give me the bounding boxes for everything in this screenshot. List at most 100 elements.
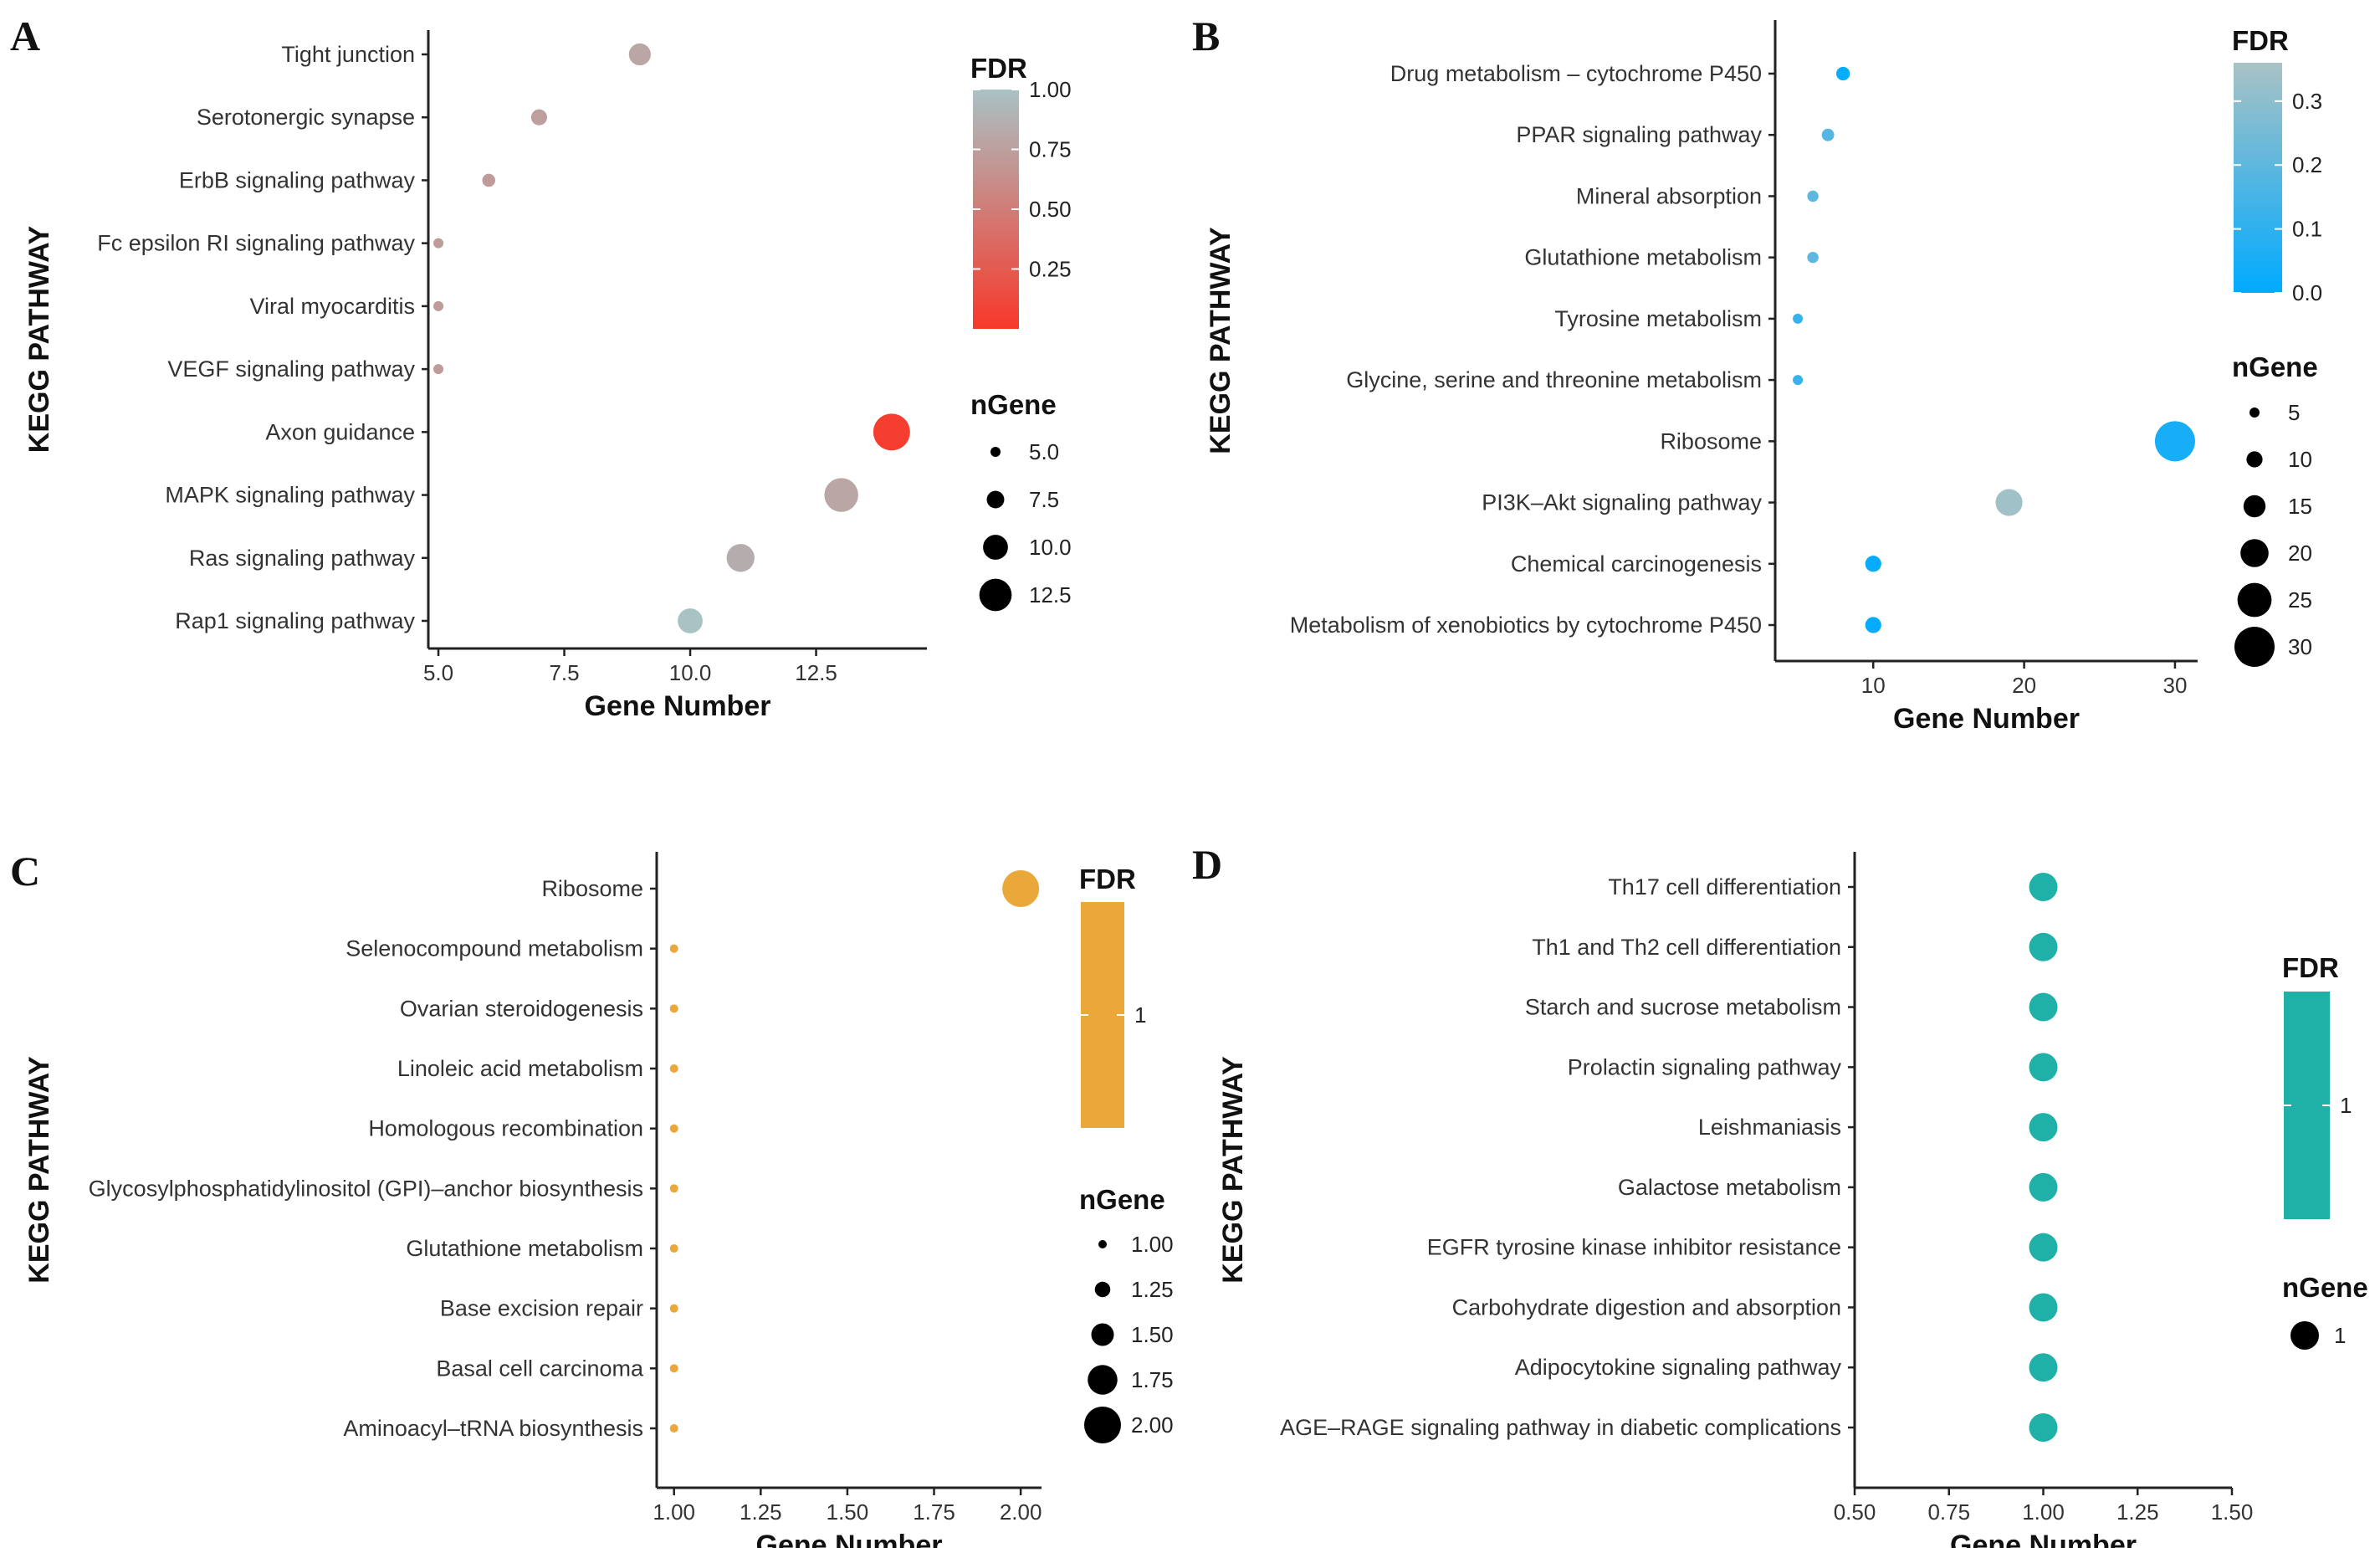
data-point — [873, 413, 910, 451]
ngene-legend-label: 1.00 — [1131, 1232, 1174, 1257]
category-label: Serotonergic synapse — [197, 105, 415, 130]
fdr-tick-label: 1.00 — [1029, 77, 1072, 102]
x-tick-label: 30 — [2162, 673, 2187, 698]
ngene-legend-title: nGene — [970, 389, 1057, 420]
data-point — [669, 1364, 678, 1373]
x-tick-label: 0.50 — [1834, 1499, 1876, 1525]
data-point — [669, 1064, 678, 1073]
x-tick-label: 5.0 — [423, 660, 453, 685]
fdr-tick-label: 0.3 — [2292, 89, 2322, 114]
category-label: Glutathione metabolism — [406, 1236, 643, 1261]
data-point — [2029, 1413, 2058, 1442]
category-label: Ras signaling pathway — [189, 546, 416, 571]
fdr-legend-title: FDR — [2282, 952, 2339, 983]
ngene-legend-dot — [979, 578, 1012, 612]
data-point — [433, 300, 444, 311]
data-point — [530, 109, 547, 126]
panel-label: D — [1192, 841, 1222, 888]
panel-b: B 10 20 30 Gene Number KEGG PATHWAY Drug metab… — [1192, 13, 2322, 735]
fdr-colorbar — [2284, 992, 2330, 1219]
x-tick-label: 10 — [1861, 673, 1886, 698]
x-tick-label: 1.25 — [740, 1499, 782, 1525]
category-label: Tight junction — [281, 42, 415, 67]
ngene-legend-title: nGene — [2232, 351, 2318, 382]
data-point — [824, 478, 858, 512]
category-label: Axon guidance — [265, 419, 415, 444]
ngene-legend-label: 2.00 — [1131, 1412, 1174, 1438]
x-tick-label: 1.50 — [2211, 1499, 2254, 1525]
panel-c: C 1.00 1.25 1.50 1.75 2.00 Gene Number KEGG PAT… — [10, 848, 1174, 1548]
ngene-legend-dot — [1094, 1281, 1111, 1298]
data-point — [628, 43, 651, 66]
category-label: Basal cell carcinoma — [436, 1356, 644, 1381]
data-point — [482, 173, 496, 187]
ngene-legend-label: 25 — [2288, 587, 2312, 613]
fdr-tick-label: 0.0 — [2292, 280, 2322, 305]
ngene-legend-dot — [1088, 1365, 1118, 1395]
ngene-legend-label: 1.50 — [1131, 1322, 1174, 1347]
data-point — [1793, 313, 1804, 324]
ngene-legend-dot — [986, 490, 1005, 509]
data-point — [1865, 556, 1881, 572]
category-label: Ribosome — [1660, 428, 1762, 454]
category-label: Th1 and Th2 cell differentiation — [1532, 935, 1841, 960]
x-tick-label: 2.00 — [1000, 1499, 1042, 1525]
ngene-legend-dot — [990, 447, 1001, 457]
data-point — [2029, 932, 2058, 961]
category-label: Homologous recombination — [368, 1116, 643, 1141]
fdr-legend-title: FDR — [1079, 864, 1136, 894]
ngene-legend-label: 12.5 — [1029, 582, 1072, 607]
fdr-tick-label: 0.2 — [2292, 152, 2322, 177]
ngene-legend-label: 10.0 — [1029, 535, 1072, 560]
category-label: Prolactin signaling pathway — [1568, 1054, 1842, 1079]
category-label: Th17 cell differentiation — [1608, 874, 1841, 900]
ngene-legend-label: 1.75 — [1131, 1367, 1174, 1392]
data-point — [1995, 489, 2023, 516]
ngene-legend-dot — [2249, 408, 2260, 418]
ngene-legend-label: 5 — [2288, 400, 2300, 425]
category-label: Leishmaniasis — [1698, 1115, 1841, 1140]
category-label: Rap1 signaling pathway — [175, 608, 415, 633]
category-label: Ribosome — [541, 876, 643, 901]
panel-label: B — [1192, 13, 1220, 59]
ngene-legend-label: 1 — [2334, 1323, 2346, 1348]
panel-label: C — [10, 848, 40, 894]
ngene-legend-label: 10 — [2288, 447, 2312, 472]
category-label: Glycine, serine and threonine metabolism — [1346, 367, 1762, 392]
y-axis-title: KEGG PATHWAY — [23, 225, 55, 453]
x-tick-label: 7.5 — [549, 660, 579, 685]
fdr-tick-label: 0.50 — [1029, 197, 1072, 222]
ngene-legend-dot — [2246, 451, 2263, 468]
data-point — [726, 544, 755, 572]
category-label: Glycosylphosphatidylinositol (GPI)–ancho… — [89, 1176, 643, 1201]
data-point — [2029, 873, 2058, 901]
category-label: Galactose metabolism — [1618, 1175, 1841, 1200]
ngene-legend-dot — [2290, 1321, 2319, 1350]
category-label: Linoleic acid metabolism — [397, 1056, 643, 1081]
x-tick-label: 1.75 — [913, 1499, 955, 1525]
category-label: MAPK signaling pathway — [165, 483, 415, 508]
fdr-colorbar — [973, 90, 1019, 329]
fdr-tick-label: 1 — [1134, 1002, 1146, 1028]
category-label: PPAR signaling pathway — [1516, 122, 1762, 147]
data-point — [669, 1244, 678, 1253]
data-point — [1793, 375, 1804, 386]
category-label: Metabolism of xenobiotics by cytochrome … — [1290, 613, 1762, 638]
category-label: VEGF signaling pathway — [167, 356, 415, 382]
fdr-tick-label: 1 — [2340, 1093, 2352, 1118]
ngene-legend-label: 7.5 — [1029, 487, 1059, 512]
ngene-legend-dot — [2243, 495, 2266, 518]
data-point — [1836, 66, 1850, 81]
y-axis-title: KEGG PATHWAY — [1205, 227, 1236, 454]
ngene-legend-dot — [1098, 1240, 1107, 1248]
data-point — [2029, 992, 2058, 1022]
data-point — [669, 1304, 678, 1313]
category-label: AGE–RAGE signaling pathway in diabetic c… — [1280, 1415, 1841, 1440]
ngene-legend-title: nGene — [1079, 1184, 1165, 1215]
data-point — [2029, 1053, 2058, 1082]
panel-a: A 5.0 7.5 10.0 12.5 Gene Number KEGG PATHWAY Ti… — [10, 13, 1072, 722]
y-axis-title: KEGG PATHWAY — [23, 1056, 55, 1284]
data-point — [2029, 1172, 2058, 1202]
x-tick-label: 1.00 — [2022, 1499, 2065, 1525]
